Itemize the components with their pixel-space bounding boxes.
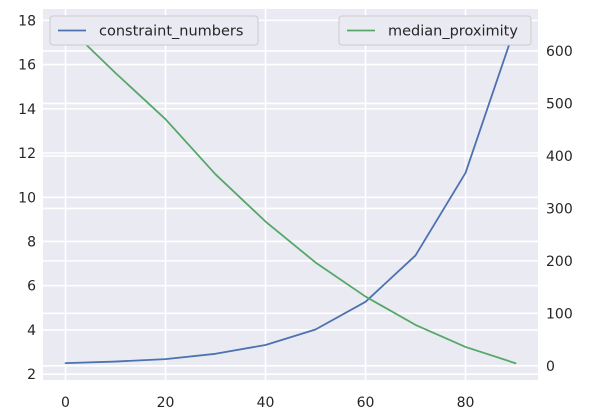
legend-right-label: median_proximity [388,24,518,40]
legend-right-box [338,15,532,46]
y-left-tick-label: 18 [18,13,36,29]
series-lines [64,23,517,365]
y-left-tick-label: 14 [18,102,36,118]
y-right-tick-label: 400 [546,149,573,165]
x-tick-label: 20 [157,395,175,411]
y-left-tick-label: 8 [27,234,36,250]
y-left-tick-label: 16 [18,58,36,74]
y-right-tick-label: 200 [546,254,573,270]
legend-left: constraint_numbers [49,15,259,46]
series-line-median_proximity [64,23,517,365]
y-left-tick-label: 6 [27,279,36,295]
legend-left-box [49,15,259,46]
y-left-tick-label: 4 [27,323,36,339]
y-right-tick-label: 600 [546,44,573,60]
plot-background [43,9,538,380]
x-tick-label: 40 [257,395,275,411]
y-left-tick-label: 2 [27,367,36,383]
x-tick-label: 80 [457,395,475,411]
y-right-tick-label: 500 [546,96,573,112]
y-right-tick-label: 100 [546,306,573,322]
grid [43,9,538,380]
y-right-tick-label: 300 [546,201,573,217]
x-tick-label: 60 [357,395,375,411]
y-left-tick-label: 10 [18,190,36,206]
legend-right: median_proximity [338,15,532,46]
y-left-tick-label: 12 [18,146,36,162]
x-tick-label: 0 [61,395,70,411]
y-right-tick-label: 0 [546,359,555,375]
legend-left-label: constraint_numbers [99,24,243,40]
tick-labels: 0 20 40 60 80 2 4 6 8 10 12 14 16 18 0 100 200 300 400 500 6… [18,13,573,411]
series-line-constraint_numbers [64,25,517,364]
